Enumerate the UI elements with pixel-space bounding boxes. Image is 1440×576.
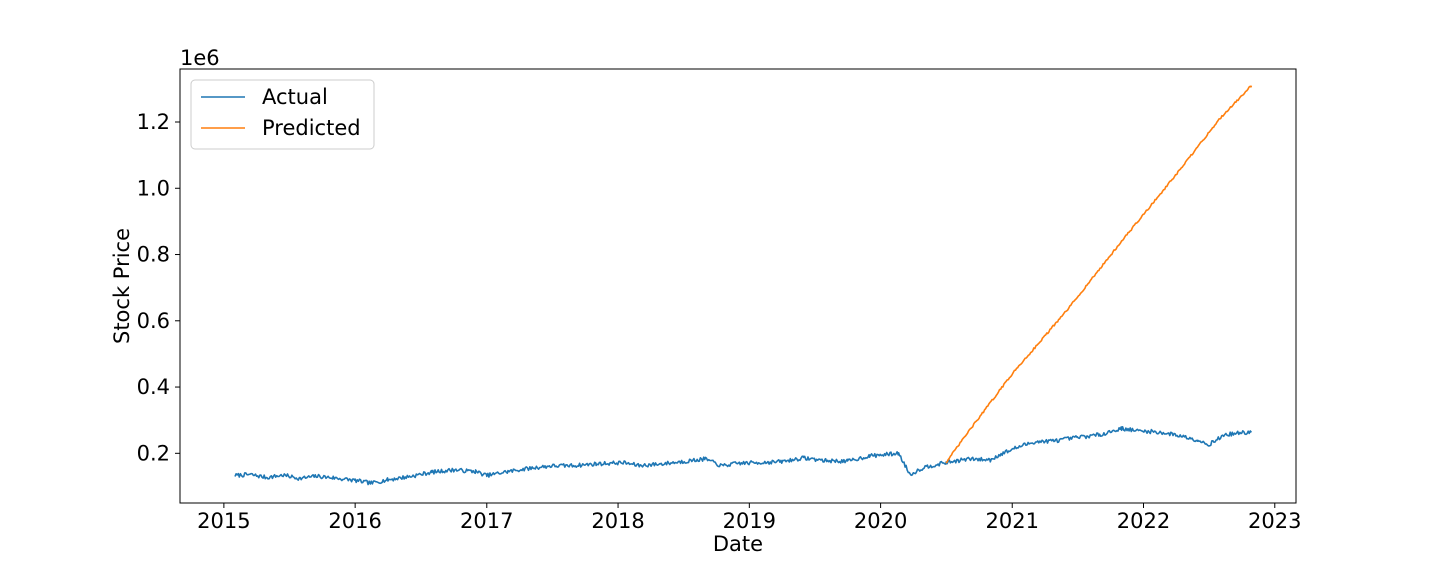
x-axis-label: Date <box>713 532 763 556</box>
x-axis: 2015 2016 2017 2018 2019 2020 2021 2022 2023 <box>197 503 1302 533</box>
x-tick-label: 2017 <box>460 509 513 533</box>
series-line-predicted <box>945 85 1253 464</box>
x-tick-label: 2020 <box>854 509 907 533</box>
x-tick-label: 2021 <box>986 509 1039 533</box>
y-axis-label: Stock Price <box>110 228 134 344</box>
y-tick-label: 0.4 <box>137 375 170 399</box>
x-tick-label: 2015 <box>197 509 250 533</box>
y-tick-label: 1.0 <box>137 176 170 200</box>
y-tick-label: 0.8 <box>137 243 170 267</box>
x-tick-label: 2016 <box>328 509 381 533</box>
series-line-actual <box>234 426 1253 486</box>
legend-label-actual: Actual <box>262 85 328 109</box>
x-tick-label: 2019 <box>723 509 776 533</box>
legend: Actual Predicted <box>190 79 375 150</box>
x-tick-label: 2018 <box>591 509 644 533</box>
x-tick-label: 2023 <box>1248 509 1301 533</box>
y-tick-label: 1.2 <box>137 110 170 134</box>
legend-label-predicted: Predicted <box>262 116 361 140</box>
plot-frame <box>179 68 1297 504</box>
y-axis: 0.2 0.4 0.6 0.8 1.0 1.2 <box>137 110 180 465</box>
y-axis-offset-label: 1e6 <box>180 46 220 70</box>
y-tick-label: 0.2 <box>137 441 170 465</box>
y-tick-label: 0.6 <box>137 309 170 333</box>
plot-marks <box>234 85 1253 486</box>
x-tick-label: 2022 <box>1117 509 1170 533</box>
